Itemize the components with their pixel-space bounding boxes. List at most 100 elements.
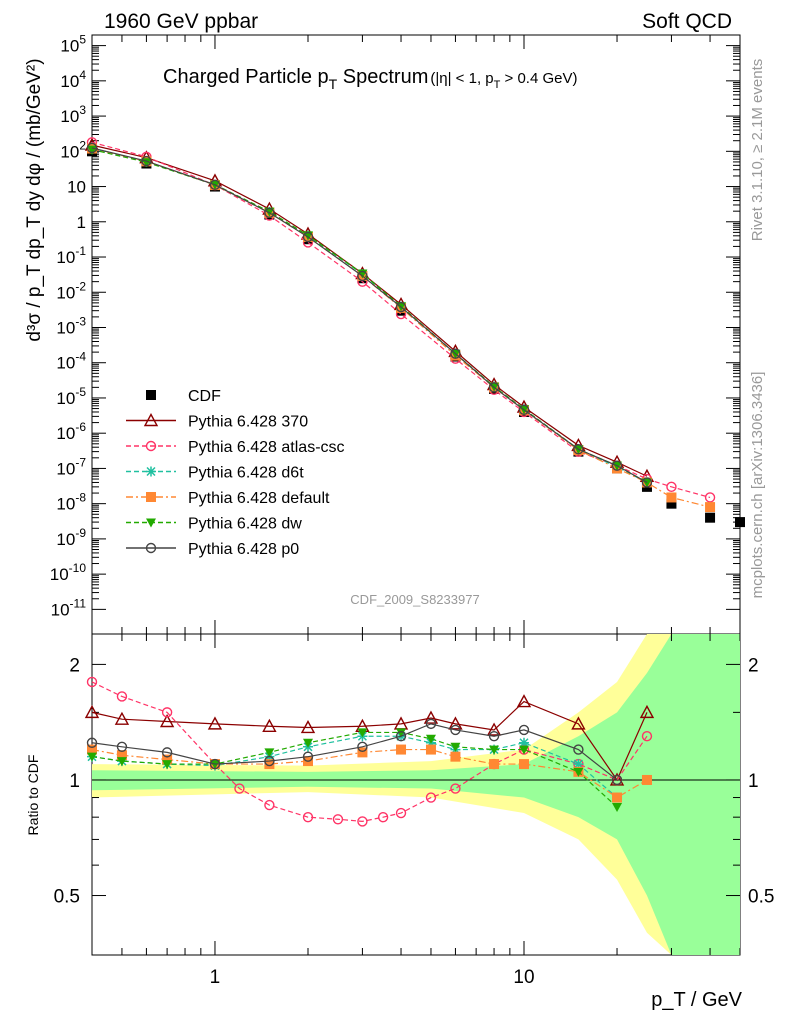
legend-marker-370 bbox=[143, 413, 159, 427]
ratio-point-default bbox=[396, 744, 407, 755]
ratio-point-370 bbox=[448, 716, 463, 730]
header-right: Soft QCD bbox=[642, 10, 732, 33]
ratio-point-dw bbox=[573, 767, 584, 777]
legend-label-default: Pythia 6.428 default bbox=[188, 490, 330, 507]
main-point-p0 bbox=[302, 231, 314, 243]
ratio-point-default bbox=[425, 744, 436, 755]
main-point-dw bbox=[87, 145, 97, 155]
main-point-cdf bbox=[705, 512, 716, 523]
x-axis-label: p_T / GeV bbox=[651, 989, 742, 1011]
x-tick-label: 10 bbox=[513, 967, 534, 988]
ratio-point-d6t bbox=[573, 759, 584, 770]
ratio-point-p0 bbox=[450, 724, 461, 736]
ratio-point-370 bbox=[423, 710, 439, 724]
ratio-point-dw bbox=[264, 748, 275, 758]
y-tick-label: 104 bbox=[60, 68, 86, 91]
main-series-group bbox=[84, 137, 745, 528]
ratio-point-atlas-csc bbox=[116, 691, 128, 702]
ratio-line-atlas-csc bbox=[91, 681, 648, 822]
legend-label-d6t: Pythia 6.428 d6t bbox=[188, 465, 304, 482]
ratio-point-default bbox=[162, 754, 173, 765]
tick-labels: 1 1010-1110-1010-910-810-710-610-510-410-… bbox=[50, 33, 775, 988]
mcplots-reference: mcplots.cern.ch [arXiv:1306.3436] bbox=[749, 372, 766, 599]
ratio-point-atlas-csc bbox=[264, 799, 275, 811]
ratio-point-370 bbox=[516, 694, 532, 708]
legend-marker-atlas-csc bbox=[145, 440, 157, 452]
ratio-point-d6t bbox=[519, 737, 529, 748]
ratio-point-370 bbox=[300, 720, 316, 734]
legend-label-atlas-csc: Pythia 6.428 atlas-csc bbox=[188, 439, 345, 456]
ratio-point-atlas-csc bbox=[450, 783, 461, 794]
ratio-band-outer bbox=[92, 634, 740, 955]
ratio-y-axis-label: Ratio to CDF bbox=[25, 755, 41, 836]
ratio-point-default bbox=[641, 774, 652, 785]
main-point-p0 bbox=[395, 301, 407, 313]
legend-label-dw: Pythia 6.428 dw bbox=[188, 516, 302, 533]
y-tick-label: 10 bbox=[67, 178, 86, 197]
ratio-point-p0 bbox=[573, 744, 584, 755]
y-tick-label: 103 bbox=[60, 103, 86, 126]
ratio-y-tick-label: 0.5 bbox=[54, 887, 80, 908]
ratio-line-dw bbox=[91, 731, 618, 808]
ratio-point-p0 bbox=[86, 737, 98, 748]
legend-marker-p0 bbox=[145, 542, 157, 554]
ratio-point-dw bbox=[612, 803, 623, 813]
y-tick-label: 102 bbox=[60, 138, 86, 161]
axis-ticks bbox=[91, 35, 741, 955]
y-tick-label: 10-6 bbox=[56, 420, 86, 443]
legend-label-p0: Pythia 6.428 p0 bbox=[188, 541, 299, 558]
ratio-point-default bbox=[612, 792, 623, 803]
ratio-point-p0 bbox=[161, 747, 173, 758]
ratio-line-370 bbox=[91, 700, 648, 782]
ratio-point-370 bbox=[262, 718, 277, 732]
main-line-p0 bbox=[91, 147, 648, 483]
y-tick-label: 10-10 bbox=[50, 561, 87, 584]
ratio-point-p0 bbox=[302, 751, 314, 762]
ratio-point-atlas-csc bbox=[234, 783, 245, 794]
legend-label-cdf: CDF bbox=[188, 388, 221, 405]
legend-marker-dw bbox=[146, 518, 156, 528]
ratio-point-atlas-csc bbox=[641, 731, 653, 742]
ratio-y-tick-label-right: 1 bbox=[748, 771, 759, 792]
ratio-point-370 bbox=[159, 714, 175, 728]
y-axis-label: d³σ / p_T dp_T dy dφ / (mb/GeV²) bbox=[24, 58, 45, 341]
ratio-point-default bbox=[519, 759, 529, 770]
main-point-p0 bbox=[450, 348, 461, 359]
main-point-atlas-csc bbox=[704, 492, 716, 503]
ratio-point-p0 bbox=[116, 741, 128, 753]
main-point-p0 bbox=[518, 404, 530, 416]
ratio-band-inner bbox=[92, 634, 740, 955]
ratio-point-default bbox=[264, 759, 275, 770]
x-tick-label: 1 bbox=[210, 967, 221, 988]
main-point-atlas-csc bbox=[666, 481, 677, 493]
ratio-point-dw bbox=[425, 734, 436, 744]
y-tick-label: 10-1 bbox=[56, 244, 86, 267]
main-line-370 bbox=[91, 144, 648, 477]
ratio-point-atlas-csc bbox=[425, 792, 437, 803]
main-point-p0 bbox=[357, 270, 368, 282]
ratio-point-p0 bbox=[488, 731, 500, 742]
ratio-point-dw bbox=[489, 745, 500, 755]
ratio-point-atlas-csc bbox=[332, 814, 344, 825]
ratio-point-p0 bbox=[518, 724, 530, 736]
ratio-point-default bbox=[87, 744, 97, 755]
analysis-id: CDF_2009_S8233977 bbox=[350, 592, 479, 607]
plot-title: Charged Particle pT Spectrum (|η| < 1, pT… bbox=[163, 66, 577, 92]
ratio-point-370 bbox=[114, 711, 130, 725]
main-point-dw bbox=[264, 207, 275, 217]
main-line-default bbox=[91, 147, 711, 508]
ratio-point-p0 bbox=[395, 731, 407, 742]
y-tick-label: 10-2 bbox=[56, 279, 86, 302]
main-point-cdf bbox=[666, 498, 677, 509]
ratio-point-dw bbox=[303, 738, 313, 748]
y-tick-label: 10-9 bbox=[56, 526, 86, 549]
main-point-p0 bbox=[488, 382, 500, 393]
ratio-point-default bbox=[116, 750, 127, 761]
ratio-point-370 bbox=[571, 716, 586, 730]
ratio-y-tick-label-right: 0.5 bbox=[748, 887, 774, 908]
y-tick-label: 10-11 bbox=[51, 596, 87, 619]
y-tick-label: 10-4 bbox=[56, 350, 86, 373]
ratio-point-default bbox=[489, 759, 500, 770]
ratio-point-370 bbox=[486, 722, 502, 736]
